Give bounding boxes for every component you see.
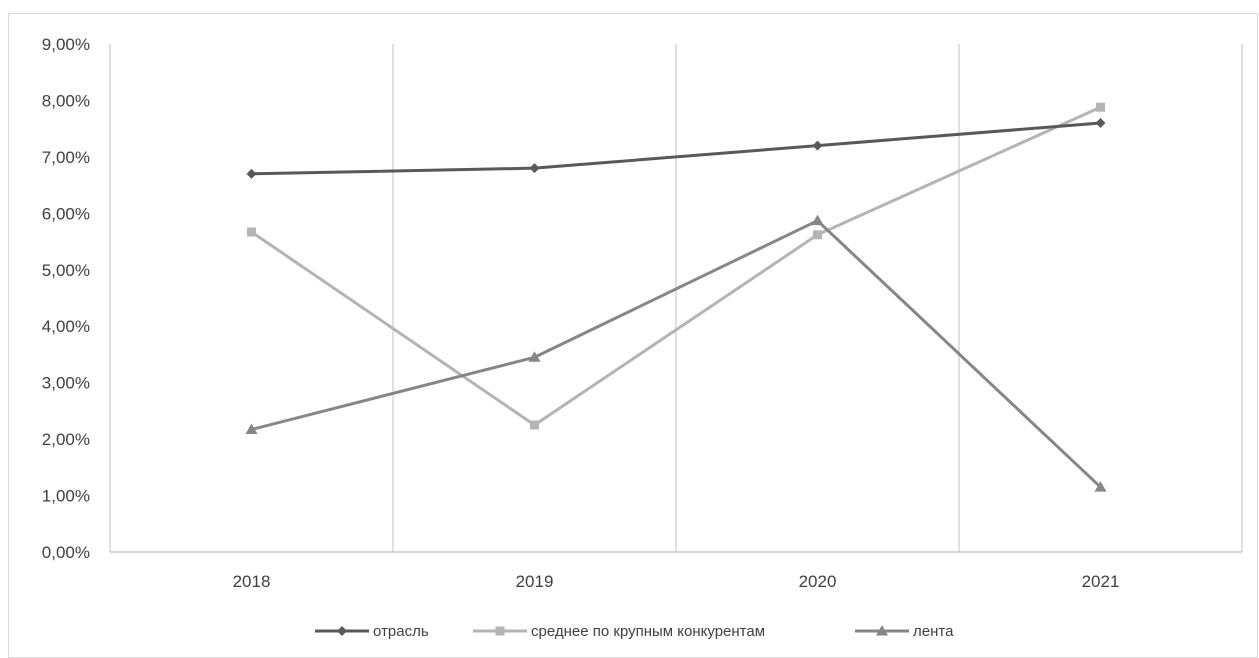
series-1 <box>246 118 1106 179</box>
grid-lines <box>109 44 1243 552</box>
data-point <box>246 168 257 179</box>
legend-marker <box>495 626 505 636</box>
legend-item: лента <box>855 623 954 640</box>
data-point <box>245 423 258 435</box>
data-point <box>812 140 823 151</box>
y-tick-label: 0,00% <box>42 543 90 562</box>
data-point <box>1096 102 1105 112</box>
legend-marker <box>337 626 347 636</box>
y-tick-label: 1,00% <box>42 487 90 506</box>
series-2 <box>247 102 1105 430</box>
data-point <box>1095 118 1106 129</box>
x-tick-label: 2020 <box>799 572 837 591</box>
y-axis-ticks: 0,00% 1,00% 2,00% 3,00% 4,00% 5,00% 6,00% 7,00%… <box>42 35 90 562</box>
y-tick-label: 8,00% <box>42 91 90 110</box>
series-line <box>250 105 1102 427</box>
x-tick-label: 2021 <box>1082 572 1120 591</box>
data-point <box>530 420 539 430</box>
series-3 <box>245 214 1107 492</box>
legend-item: отрасль <box>315 623 429 640</box>
legend-marker <box>876 625 888 636</box>
data-point <box>813 230 822 240</box>
x-tick-label: 2018 <box>233 572 271 591</box>
data-point <box>247 227 256 237</box>
x-axis-ticks: 2018 2019 2020 2021 <box>233 572 1120 591</box>
y-tick-label: 7,00% <box>42 148 90 167</box>
data-point <box>811 214 824 226</box>
legend-label: отрасль <box>373 623 429 640</box>
legend-item: среднее по крупным конкурентам <box>473 623 765 640</box>
data-point <box>1094 481 1107 492</box>
y-tick-label: 2,00% <box>42 430 90 449</box>
y-tick-label: 9,00% <box>42 35 90 54</box>
legend: отрасль среднее по крупным конкурентам лен… <box>315 623 954 640</box>
y-tick-label: 6,00% <box>42 204 90 223</box>
y-tick-label: 3,00% <box>42 374 90 393</box>
data-point <box>529 163 540 174</box>
chart-frame <box>8 13 1258 658</box>
legend-label: лента <box>913 623 954 640</box>
data-point <box>528 351 541 362</box>
series-line <box>250 121 1102 176</box>
series <box>245 102 1107 492</box>
x-tick-label: 2019 <box>516 572 554 591</box>
y-tick-label: 5,00% <box>42 261 90 280</box>
y-tick-label: 4,00% <box>42 317 90 336</box>
legend-label: среднее по крупным конкурентам <box>531 623 765 640</box>
series-line <box>250 219 1102 489</box>
